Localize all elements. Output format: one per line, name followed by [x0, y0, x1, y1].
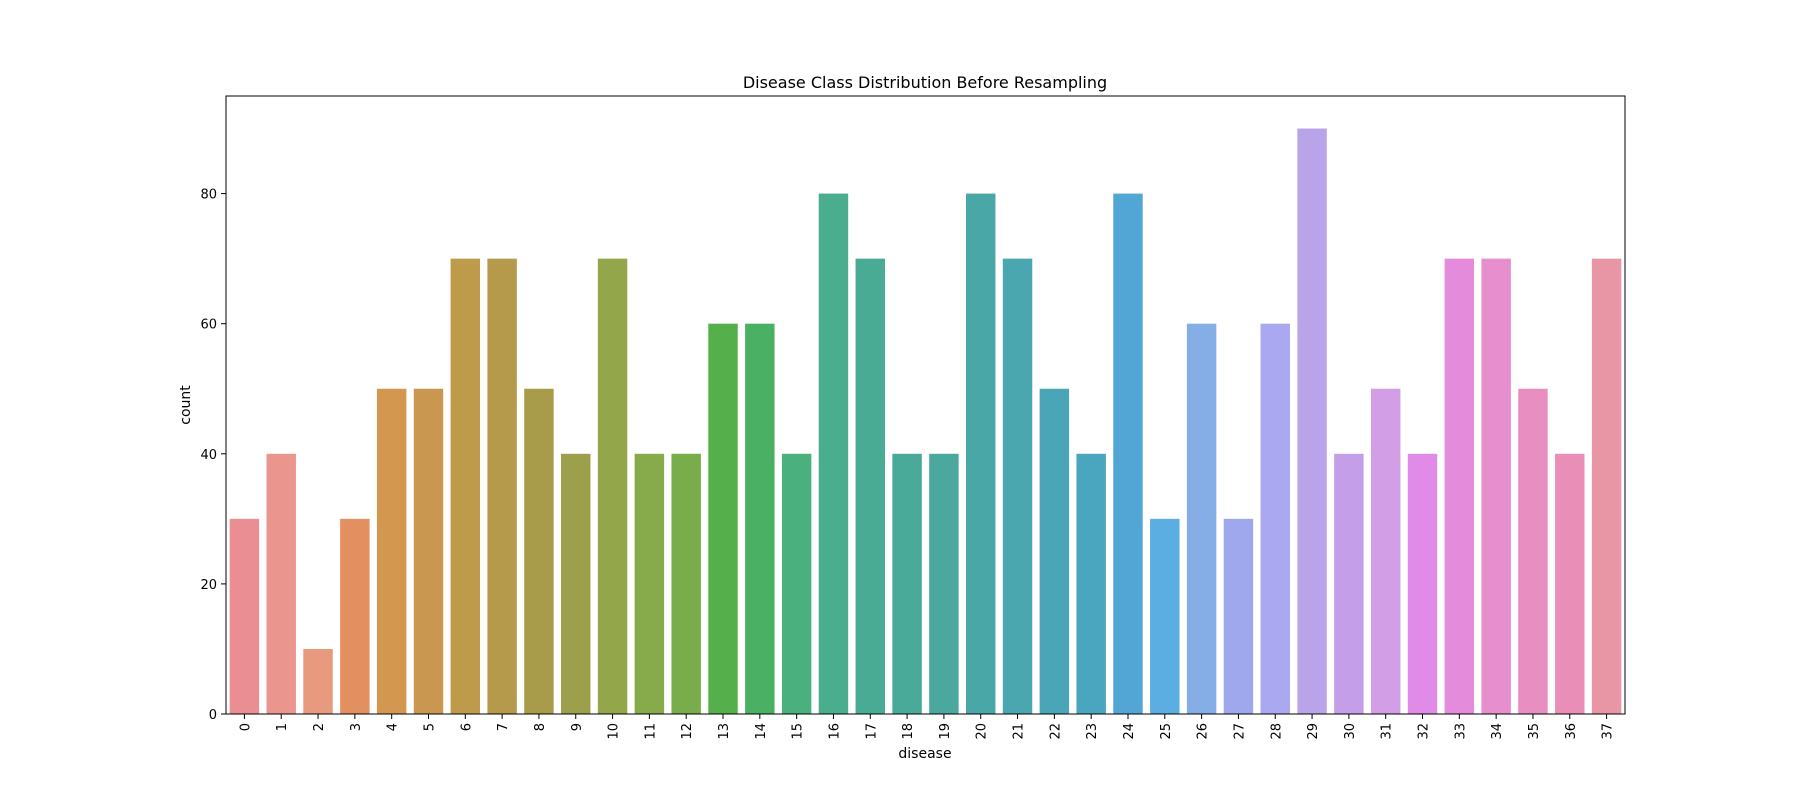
x-tick-label: 37 [1601, 723, 1616, 740]
bar-11 [634, 453, 665, 714]
x-tick-label: 15 [791, 723, 806, 740]
bar-29 [1297, 128, 1327, 714]
x-tick-label: 5 [422, 723, 437, 731]
chart-title: Disease Class Distribution Before Resamp… [743, 73, 1107, 92]
x-tick-label: 14 [754, 723, 769, 740]
x-tick-label: 27 [1232, 723, 1247, 740]
x-tick-label: 22 [1048, 723, 1063, 740]
x-tick-label: 4 [386, 723, 401, 731]
x-tick-label: 2 [312, 723, 327, 731]
x-tick-label: 29 [1306, 723, 1321, 740]
y-tick-label: 60 [200, 318, 217, 333]
bar-22 [1039, 388, 1070, 714]
x-tick-label: 10 [607, 723, 622, 740]
bar-2 [303, 648, 333, 714]
bar-24 [1113, 193, 1143, 714]
bar-3 [340, 518, 370, 714]
bar-13 [708, 323, 738, 714]
bar-33 [1444, 258, 1475, 714]
bar-7 [487, 258, 517, 714]
x-tick-label: 32 [1417, 723, 1432, 740]
x-tick-label: 7 [496, 723, 511, 731]
x-tick-label: 18 [901, 723, 916, 740]
bar-14 [745, 323, 775, 714]
y-tick-label: 20 [200, 578, 217, 593]
x-tick-label: 19 [938, 723, 953, 740]
y-tick-label: 40 [200, 448, 217, 463]
x-axis: 0 1 2 3 4 5 6 7 8 9 10 11 12 13 14 15 16 17 18 19 20 21 22 23 24… [238, 714, 1616, 740]
x-tick-label: 35 [1527, 723, 1542, 740]
x-tick-label: 12 [680, 723, 695, 740]
bar-10 [597, 258, 628, 714]
x-tick-label: 23 [1085, 723, 1100, 740]
bar-32 [1407, 453, 1438, 714]
x-tick-label: 25 [1159, 723, 1174, 740]
bar-28 [1260, 323, 1290, 714]
bar-1 [266, 453, 296, 714]
bar-36 [1555, 453, 1585, 714]
bar-4 [376, 388, 407, 714]
bar-17 [855, 258, 885, 714]
y-tick-label: 80 [200, 188, 217, 203]
x-tick-label: 30 [1343, 723, 1358, 740]
bar-5 [413, 388, 444, 714]
bar-20 [966, 193, 996, 714]
x-tick-label: 21 [1012, 723, 1027, 740]
x-tick-label: 0 [238, 723, 253, 731]
bar-0 [229, 518, 260, 714]
bar-37 [1591, 258, 1622, 714]
plot-frame [225, 95, 1626, 715]
x-tick-label: 3 [349, 723, 364, 731]
y-tick-label: 0 [209, 708, 217, 723]
x-tick-label: 33 [1453, 723, 1468, 740]
bar-16 [818, 193, 849, 714]
bars-group [229, 128, 1622, 714]
x-tick-label: 17 [864, 723, 879, 740]
x-tick-label: 8 [533, 723, 548, 731]
x-tick-label: 26 [1196, 723, 1211, 740]
bar-23 [1076, 453, 1106, 714]
x-tick-label: 9 [570, 723, 585, 731]
x-tick-label: 16 [827, 723, 842, 740]
bar-25 [1150, 518, 1180, 714]
x-tick-label: 11 [643, 723, 658, 740]
bar-34 [1481, 258, 1511, 714]
x-tick-label: 1 [275, 723, 290, 731]
x-tick-label: 6 [459, 723, 474, 731]
bar-26 [1186, 323, 1217, 714]
bar-6 [450, 258, 481, 714]
x-tick-label: 24 [1122, 723, 1137, 740]
x-tick-label: 34 [1490, 723, 1505, 740]
bar-30 [1334, 453, 1364, 714]
bar-35 [1518, 388, 1548, 714]
x-tick-label: 28 [1269, 723, 1284, 740]
bar-15 [781, 453, 812, 714]
x-tick-label: 31 [1380, 723, 1395, 740]
x-tick-label: 20 [975, 723, 990, 740]
bar-18 [892, 453, 922, 714]
bar-8 [524, 388, 554, 714]
y-axis: 0 20 40 60 80 [200, 188, 226, 723]
bar-9 [561, 453, 591, 714]
x-axis-label: disease [898, 746, 951, 762]
bar-27 [1223, 518, 1254, 714]
x-tick-label: 13 [717, 723, 732, 740]
bar-31 [1370, 388, 1401, 714]
bar-19 [929, 453, 959, 714]
y-axis-label: count [178, 385, 194, 425]
x-tick-label: 36 [1564, 723, 1579, 740]
bar-12 [671, 453, 701, 714]
bar-21 [1002, 258, 1033, 714]
